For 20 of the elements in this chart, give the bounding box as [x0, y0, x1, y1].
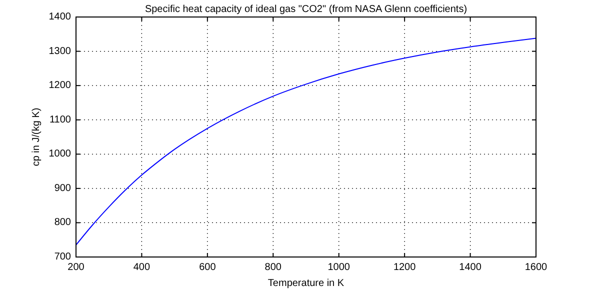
x-tick-label: 1400 [459, 262, 482, 273]
y-tick-label: 1000 [48, 148, 72, 160]
y-tick-label: 1400 [48, 12, 72, 22]
y-tick-label: 1100 [49, 114, 72, 126]
x-tick-label: 600 [199, 262, 216, 273]
y-tick-label: 800 [54, 217, 72, 228]
x-tick-label: 200 [68, 262, 85, 273]
y-tick-label: 1300 [48, 46, 72, 57]
x-tick-label: 1000 [328, 262, 350, 273]
y-axis-title: cp in J/(kg K) [31, 108, 42, 166]
x-tick-label: 1600 [524, 262, 548, 273]
x-axis-title: Temperature in K [268, 278, 344, 289]
x-tick-label: 400 [133, 262, 150, 273]
x-tick-label: 1200 [393, 262, 416, 273]
x-tick-label: 800 [264, 262, 282, 273]
y-tick-label: 900 [54, 182, 72, 194]
line-series [76, 38, 536, 246]
y-tick-label: 700 [54, 252, 72, 262]
y-tick-label: 1200 [48, 80, 72, 92]
chart-title: Specific heat capacity of ideal gas "CO2" (from NASA Glenn coefficients) [144, 4, 468, 15]
